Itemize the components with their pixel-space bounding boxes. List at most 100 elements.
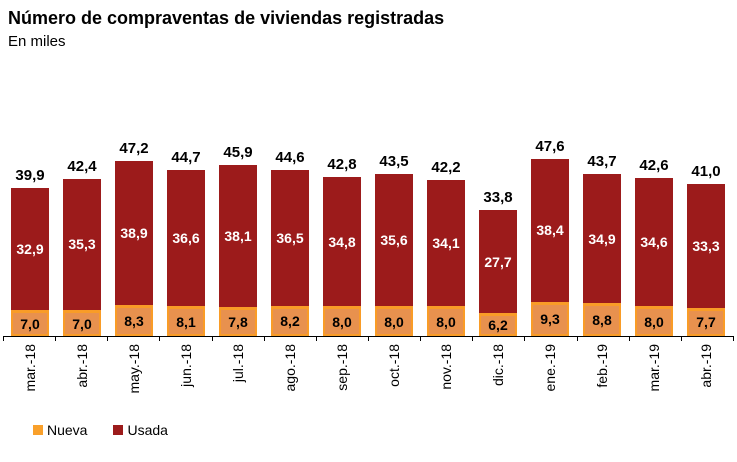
bar-segment-nueva: 6,2 — [479, 313, 517, 337]
segment-label-nueva: 7,7 — [696, 314, 716, 331]
chart-subtitle: En miles — [8, 32, 66, 50]
bar-column: 42,4 35,3 7,0 — [63, 158, 101, 337]
axis-tick — [107, 336, 109, 342]
axis-ticks — [3, 336, 734, 342]
bar-segment-nueva: 8,8 — [583, 303, 621, 337]
bar-segment-nueva: 8,1 — [167, 306, 205, 337]
legend-label-usada: Usada — [127, 422, 168, 438]
x-axis-label: dic.-18 — [479, 344, 517, 406]
axis-tick — [367, 336, 369, 342]
bar-total-label: 45,9 — [223, 144, 253, 162]
bar-segment-nueva: 7,7 — [687, 307, 725, 337]
x-axis-label-text: abr.-18 — [74, 344, 90, 388]
segment-label-usada: 34,9 — [588, 230, 616, 247]
segment-label-nueva: 7,0 — [72, 315, 92, 332]
bar-segment-usada: 27,7 — [479, 210, 517, 313]
bar-segment-nueva: 8,3 — [115, 305, 153, 337]
bar-segment-usada: 32,9 — [11, 187, 49, 311]
bar-segment-nueva: 8,0 — [427, 306, 465, 337]
bar-total-label: 42,8 — [327, 155, 357, 173]
bar-segment-usada: 34,6 — [635, 177, 673, 307]
x-axis-label-text: dic.-18 — [490, 344, 506, 387]
page-title: Número de compraventas de viviendas regi… — [8, 8, 445, 28]
bar-segment-nueva: 8,0 — [375, 306, 413, 337]
x-axis-label: may.-18 — [115, 344, 153, 406]
bar-column: 42,8 34,8 8,0 — [323, 156, 361, 337]
segment-label-usada: 38,9 — [120, 224, 148, 241]
legend-item-usada: Usada — [113, 422, 168, 438]
bar-column: 47,6 38,4 9,3 — [531, 138, 569, 337]
segment-label-usada: 36,6 — [172, 229, 200, 246]
x-axis-labels: mar.-18 abr.-18 may.-18 jun.-18 jul.-18 ago.-… — [3, 344, 734, 406]
bar-column: 45,9 38,1 7,8 — [219, 144, 257, 337]
bar-segment-usada: 34,9 — [583, 173, 621, 304]
bar-segment-usada: 36,5 — [271, 169, 309, 306]
bar-column: 44,6 36,5 8,2 — [271, 149, 309, 337]
segment-label-usada: 36,5 — [276, 229, 304, 246]
segment-label-nueva: 8,2 — [280, 313, 300, 330]
bar-column: 43,5 35,6 8,0 — [375, 153, 413, 337]
segment-label-nueva: 7,0 — [20, 315, 40, 332]
x-axis-label: ago.-18 — [271, 344, 309, 406]
bar-total-label: 43,7 — [587, 152, 617, 170]
bar-segment-nueva: 7,8 — [219, 307, 257, 337]
bar-segment-usada: 34,8 — [323, 176, 361, 307]
segment-label-usada: 32,9 — [16, 240, 44, 257]
bar-total-label: 42,2 — [431, 158, 461, 176]
bar-total-label: 41,0 — [691, 162, 721, 180]
bar-column: 42,6 34,6 8,0 — [635, 157, 673, 337]
bar-segment-usada: 33,3 — [687, 183, 725, 308]
bar-segment-usada: 35,3 — [63, 178, 101, 311]
bars-row: 39,9 32,9 7,0 42,4 35,3 7,0 47,2 38,9 8,3 44,7 36,… — [3, 135, 734, 337]
bar-total-label: 47,2 — [119, 139, 149, 157]
x-axis-label-text: ago.-18 — [282, 344, 298, 392]
x-axis-label-text: jul.-18 — [230, 344, 246, 383]
segment-label-nueva: 8,0 — [332, 313, 352, 330]
x-axis-label: mar.-19 — [635, 344, 673, 406]
bar-segment-nueva: 8,0 — [323, 306, 361, 337]
segment-label-usada: 33,3 — [692, 237, 720, 254]
x-axis-label: oct.-18 — [375, 344, 413, 406]
bar-total-label: 47,6 — [535, 137, 565, 155]
segment-label-usada: 27,7 — [484, 253, 512, 270]
legend-swatch-nueva — [33, 425, 43, 435]
x-axis-label: abr.-19 — [687, 344, 725, 406]
legend-label-nueva: Nueva — [47, 422, 88, 438]
bar-segment-nueva: 9,3 — [531, 301, 569, 337]
x-axis-label-text: may.-18 — [126, 344, 142, 394]
x-axis-label: sep.-18 — [323, 344, 361, 406]
axis-tick — [420, 336, 422, 342]
segment-label-usada: 34,8 — [328, 233, 356, 250]
axis-tick — [159, 336, 161, 342]
segment-label-nueva: 8,0 — [436, 313, 456, 330]
segment-label-usada: 34,6 — [640, 233, 668, 250]
chart-header: Número de compraventas de viviendas regi… — [0, 0, 737, 51]
axis-tick — [211, 336, 213, 342]
bar-segment-usada: 36,6 — [167, 169, 205, 306]
segment-label-usada: 38,1 — [224, 228, 252, 245]
axis-tick — [472, 336, 474, 342]
axis-tick — [576, 336, 578, 342]
axis-tick — [732, 336, 734, 342]
bar-total-label: 44,6 — [275, 148, 305, 166]
x-axis-label: ene.-19 — [531, 344, 569, 406]
segment-label-usada: 35,3 — [68, 236, 96, 253]
x-axis-label-text: mar.-18 — [22, 344, 38, 392]
axis-tick — [315, 336, 317, 342]
segment-label-nueva: 8,3 — [124, 313, 144, 330]
bar-total-label: 42,6 — [639, 156, 669, 174]
segment-label-nueva: 8,0 — [384, 313, 404, 330]
segment-label-nueva: 8,0 — [644, 313, 664, 330]
axis-tick — [55, 336, 57, 342]
stacked-bar-chart: 39,9 32,9 7,0 42,4 35,3 7,0 47,2 38,9 8,3 44,7 36,… — [3, 135, 734, 406]
segment-label-usada: 35,6 — [380, 232, 408, 249]
axis-tick — [263, 336, 265, 342]
segment-label-nueva: 9,3 — [540, 311, 560, 328]
bar-segment-nueva: 8,2 — [271, 305, 309, 337]
x-axis-label-text: oct.-18 — [386, 344, 402, 387]
chart-legend: Nueva Usada — [33, 422, 168, 438]
x-axis-label-text: jun.-18 — [178, 344, 194, 387]
bar-segment-nueva: 8,0 — [635, 306, 673, 337]
legend-swatch-usada — [113, 425, 124, 435]
axis-tick — [524, 336, 526, 342]
